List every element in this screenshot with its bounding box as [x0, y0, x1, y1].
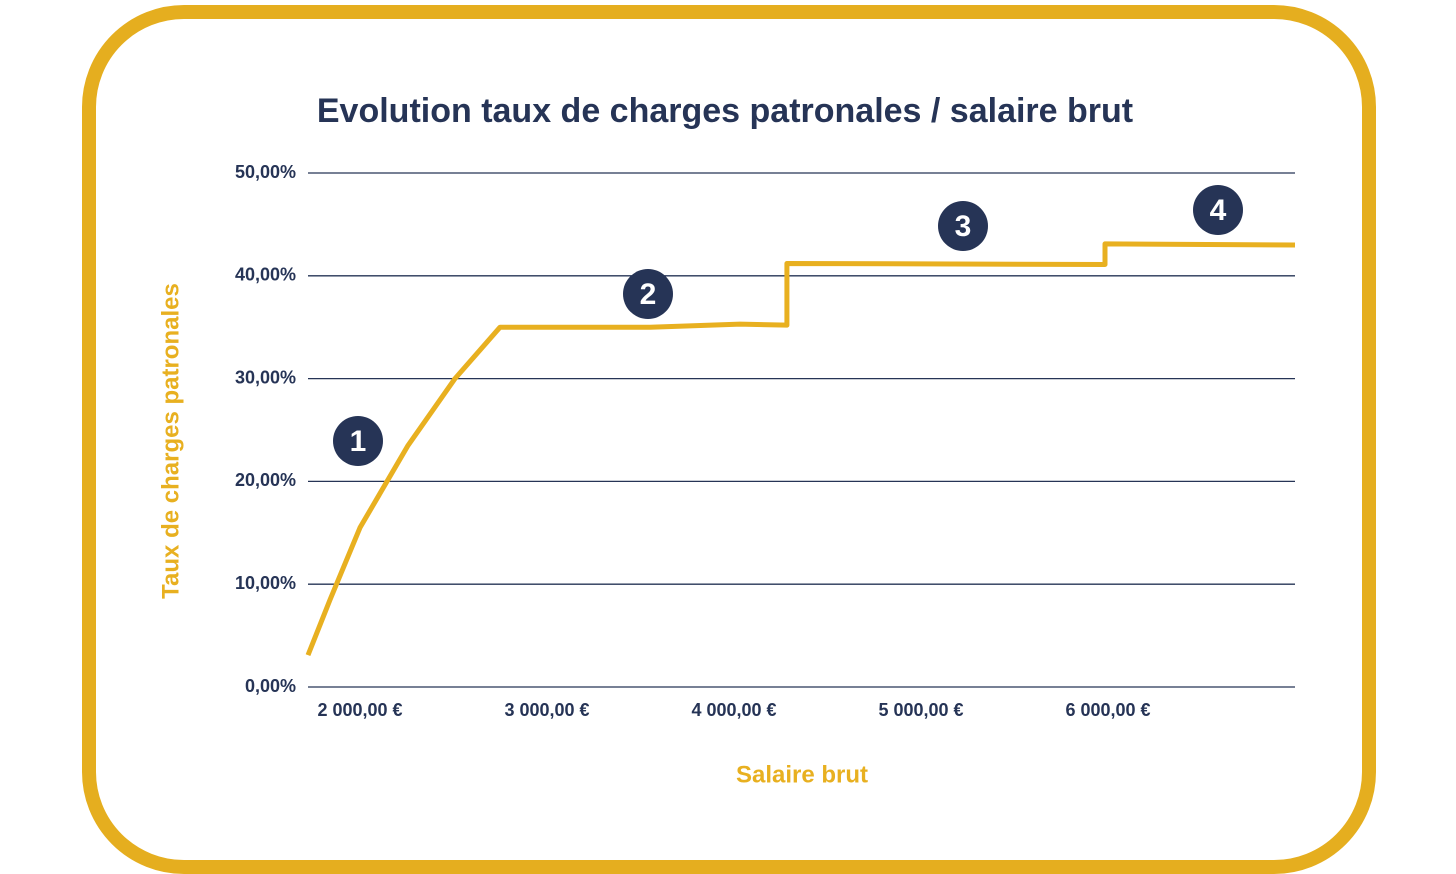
- badge-number: 1: [350, 425, 367, 458]
- frame: [82, 5, 1376, 874]
- data-line: [305, 241, 1296, 657]
- badge-number: 3: [955, 210, 972, 243]
- y-tick-label: 40,00%: [235, 265, 296, 285]
- x-tick-label: 3 000,00 €: [504, 700, 589, 720]
- y-tick-label: 10,00%: [235, 573, 296, 593]
- x-tick-label: 4 000,00 €: [691, 700, 776, 720]
- badge: [938, 201, 988, 251]
- y-axis-label: Taux de charges patronales: [157, 283, 184, 599]
- y-tick-label: 20,00%: [235, 470, 296, 490]
- x-tick-label: 5 000,00 €: [878, 700, 963, 720]
- chart-title: Evolution taux de charges patronales / s…: [317, 92, 1133, 130]
- y-tick-label: 0,00%: [245, 676, 296, 696]
- x-tick-label: 2 000,00 €: [317, 700, 402, 720]
- y-tick-label: 30,00%: [235, 367, 296, 387]
- badge-number: 2: [640, 278, 657, 311]
- y-tick-label: 50,00%: [235, 162, 296, 182]
- x-axis-label: Salaire brut: [736, 761, 868, 788]
- badge: [333, 416, 383, 466]
- badge: [623, 269, 673, 319]
- badge-number: 4: [1210, 194, 1227, 227]
- x-tick-label: 6 000,00 €: [1065, 700, 1150, 720]
- badge: [1193, 185, 1243, 235]
